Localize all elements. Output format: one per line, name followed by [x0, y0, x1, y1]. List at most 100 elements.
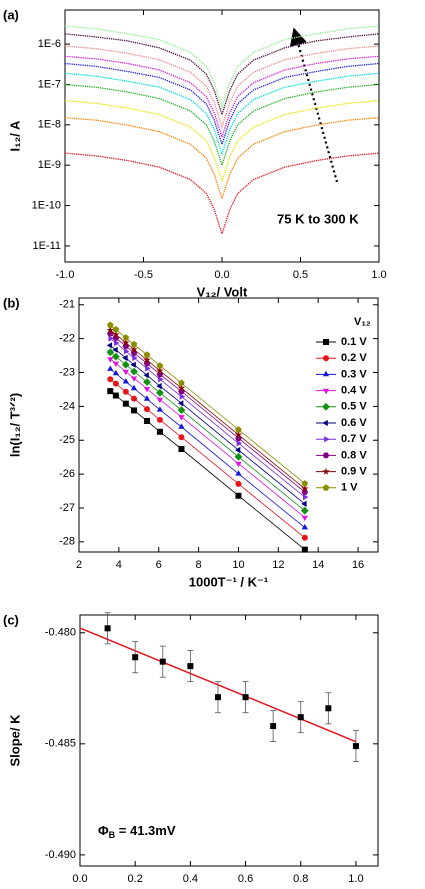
- legend-marker: [322, 370, 330, 377]
- data-point: [234, 430, 243, 438]
- annotation-part: = 41.3mV: [115, 823, 176, 838]
- data-point: [156, 366, 164, 374]
- data-point: [156, 362, 164, 369]
- data-point: [143, 356, 151, 364]
- data-point: [187, 663, 194, 670]
- x-tick-label: 8: [196, 559, 202, 571]
- legend-label: 0.6 V: [341, 417, 367, 429]
- data-point: [130, 361, 136, 368]
- series-line: [110, 368, 306, 528]
- x-tick-label: 4: [116, 559, 122, 571]
- plot-frame: [79, 614, 379, 867]
- data-point: [179, 393, 186, 400]
- data-point: [122, 400, 129, 407]
- x-tick-label: -0.5: [134, 269, 153, 281]
- data-point: [112, 330, 120, 338]
- data-point: [107, 376, 114, 383]
- x-tick-label: 16: [352, 559, 364, 571]
- data-point: [107, 321, 114, 328]
- y-tick-label: -24: [59, 400, 75, 412]
- data-point: [301, 500, 307, 507]
- data-point: [325, 705, 332, 712]
- legend-marker: [322, 388, 330, 395]
- y-tick-label: -0.485: [45, 738, 76, 750]
- data-point: [177, 406, 186, 414]
- data-point: [122, 378, 129, 384]
- legend-marker: [322, 402, 330, 411]
- y-axis-label: Slope/ K: [7, 714, 22, 767]
- data-point: [143, 417, 150, 424]
- series-line: [110, 390, 306, 550]
- x-tick-label: 6: [156, 559, 162, 571]
- data-point: [122, 354, 128, 362]
- data-point: [242, 694, 249, 701]
- plot-frame: [78, 297, 379, 553]
- data-point: [301, 524, 308, 530]
- data-point: [107, 357, 114, 363]
- data-point: [112, 392, 119, 399]
- legend-label: 1 V: [341, 482, 358, 494]
- y-tick-label: -21: [59, 299, 75, 311]
- x-tick-label: 14: [312, 559, 324, 571]
- data-point: [156, 397, 163, 404]
- x-tick-label: 1.0: [371, 269, 386, 281]
- x-axis-label: 1000T⁻¹ / K⁻¹: [189, 574, 268, 589]
- x-tick-label: -1.0: [56, 269, 75, 281]
- y-tick-label: 1E-7: [38, 78, 61, 90]
- x-tick-label: 0.2: [128, 873, 143, 885]
- data-point: [130, 345, 138, 353]
- y-tick-label: 1E-10: [32, 199, 61, 211]
- annotation: ΦB = 41.3mV: [98, 823, 176, 840]
- series-line: [64, 72, 380, 157]
- data-point: [131, 395, 138, 402]
- series-line: [64, 25, 380, 109]
- annotation-part: B: [109, 830, 116, 840]
- data-point: [122, 338, 130, 346]
- data-point: [352, 743, 359, 750]
- data-point: [114, 339, 120, 347]
- series-line: [110, 345, 306, 505]
- legend-label: 0.3 V: [341, 368, 367, 380]
- legend-label: 0.4 V: [341, 385, 367, 397]
- data-point: [156, 382, 162, 390]
- series-line: [64, 45, 380, 129]
- data-point: [112, 369, 119, 376]
- series-line: [64, 152, 380, 236]
- series-line: [64, 83, 380, 168]
- data-point: [107, 388, 114, 395]
- y-tick-label: -26: [59, 468, 75, 480]
- data-point: [143, 351, 151, 358]
- series-line: [64, 55, 380, 140]
- series-line: [110, 351, 306, 512]
- data-point: [143, 406, 150, 413]
- data-point: [131, 407, 138, 414]
- annotation: 75 K to 300 K: [277, 211, 359, 226]
- y-tick-label: -25: [59, 434, 75, 446]
- series-line: [110, 358, 306, 518]
- data-point: [124, 348, 130, 355]
- y-axis-label: ln(I₁₂/ T³ᐟ²): [7, 393, 22, 457]
- data-point: [143, 372, 149, 379]
- data-point: [143, 395, 151, 401]
- series-line: [110, 333, 306, 493]
- data-point: [108, 335, 114, 342]
- y-tick-label: -27: [59, 502, 75, 514]
- data-point: [132, 654, 139, 661]
- panel-label: (c): [3, 612, 19, 627]
- data-point: [112, 361, 119, 367]
- data-point: [178, 379, 185, 386]
- legend-title: V₁₂: [354, 316, 371, 328]
- legend-marker: [322, 467, 330, 475]
- data-point: [301, 546, 308, 553]
- trend-arrow: [289, 27, 339, 183]
- data-point: [158, 376, 164, 383]
- data-point: [112, 346, 118, 353]
- data-point: [122, 369, 129, 376]
- y-axis-label: I₁₂/ A: [7, 120, 22, 152]
- y-tick-label: 1E-8: [38, 119, 61, 131]
- series-line: [64, 117, 380, 201]
- annotation-part: Φ: [98, 823, 109, 838]
- y-tick-label: 1E-6: [38, 38, 61, 50]
- y-tick-label: -22: [59, 333, 75, 345]
- data-point: [143, 378, 151, 386]
